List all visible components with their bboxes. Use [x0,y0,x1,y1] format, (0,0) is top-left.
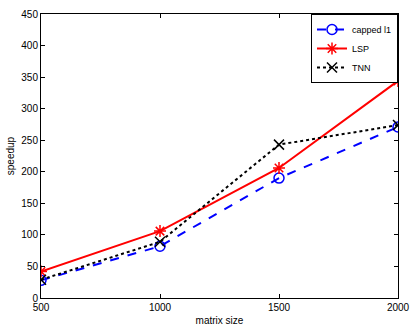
svg-text:speedup: speedup [5,136,16,175]
svg-text:300: 300 [21,103,38,114]
svg-text:200: 200 [21,166,38,177]
svg-text:450: 450 [21,9,38,20]
svg-text:350: 350 [21,72,38,83]
svg-text:150: 150 [21,198,38,209]
svg-text:500: 500 [33,302,50,313]
svg-text:400: 400 [21,40,38,51]
svg-text:1000: 1000 [149,302,172,313]
svg-text:100: 100 [21,229,38,240]
svg-text:250: 250 [21,135,38,146]
svg-text:capped l1: capped l1 [352,25,391,35]
svg-text:1500: 1500 [268,302,291,313]
svg-text:matrix size: matrix size [196,315,244,326]
svg-text:TNN: TNN [352,63,371,73]
svg-text:2000: 2000 [387,302,410,313]
svg-text:0: 0 [32,293,38,304]
svg-text:LSP: LSP [352,44,369,54]
svg-text:50: 50 [27,261,39,272]
